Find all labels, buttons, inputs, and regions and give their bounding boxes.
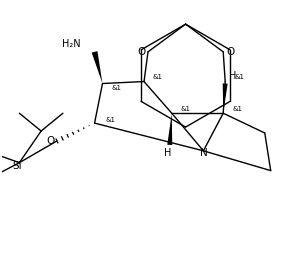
Text: O: O <box>226 47 234 57</box>
Text: &1: &1 <box>234 74 244 80</box>
Text: &1: &1 <box>111 85 121 92</box>
Text: &1: &1 <box>105 117 115 123</box>
Text: H: H <box>229 70 237 81</box>
Text: H: H <box>164 148 171 158</box>
Text: O: O <box>46 136 54 146</box>
Text: O: O <box>137 47 145 57</box>
Text: &1: &1 <box>181 106 191 112</box>
Text: Si: Si <box>12 161 22 171</box>
Text: &1: &1 <box>232 106 242 112</box>
Text: &1: &1 <box>153 74 163 80</box>
Polygon shape <box>167 113 172 145</box>
Text: N: N <box>200 148 207 158</box>
Polygon shape <box>92 51 102 84</box>
Polygon shape <box>223 83 228 113</box>
Text: H₂N: H₂N <box>62 39 81 49</box>
